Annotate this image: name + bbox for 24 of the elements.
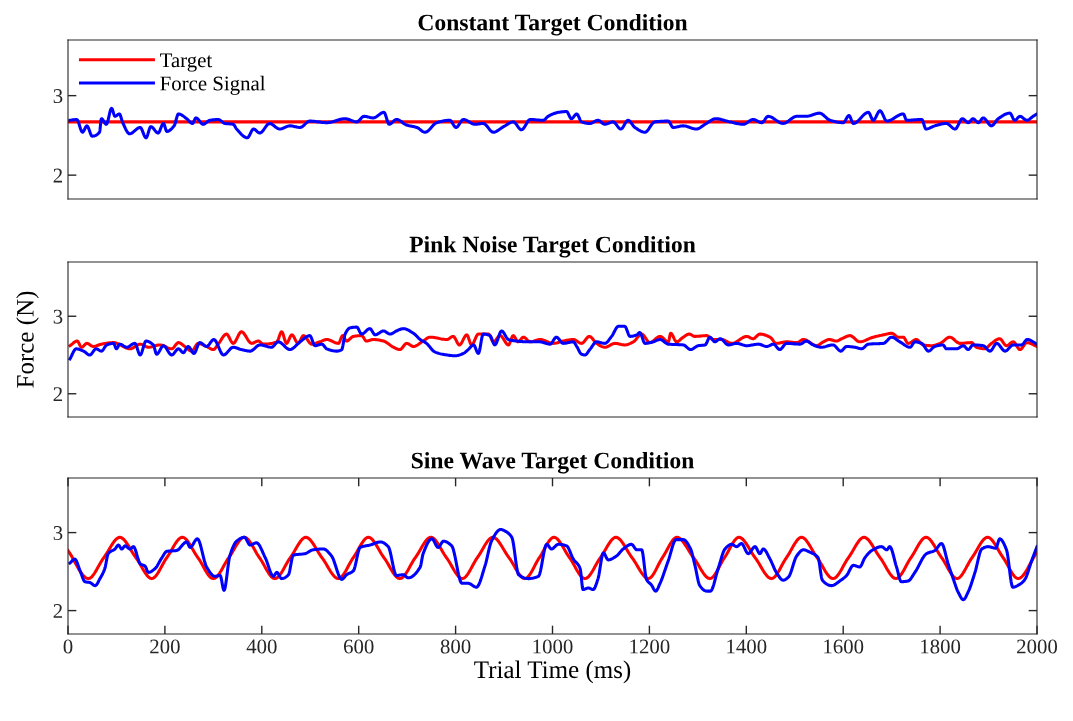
x-axis-title: Trial Time (ms): [474, 660, 631, 684]
x-tick-label: 200: [150, 639, 180, 654]
y-tick-label: 3: [53, 89, 63, 104]
x-tick-label: 0: [63, 639, 73, 654]
y-tick-label: 3: [53, 309, 63, 324]
legend-label: Force Signal: [160, 75, 266, 95]
x-tick-label: 400: [246, 639, 277, 654]
x-tick-label: 2000: [1017, 639, 1058, 654]
y-tick-label: 3: [53, 526, 63, 541]
y-tick-label: 2: [53, 168, 62, 183]
x-tick-label: 1400: [727, 639, 767, 654]
y-tick-label: 2: [53, 604, 62, 618]
x-tick-label: 800: [440, 639, 471, 654]
x-tick-label: 1000: [533, 639, 573, 654]
x-tick-label: 1200: [630, 639, 670, 654]
chart-title: Constant Target Condition: [418, 13, 688, 36]
legend-label: Target: [160, 53, 213, 72]
x-tick-label: 600: [343, 639, 374, 654]
chart-title: Pink Noise Target Condition: [409, 235, 696, 258]
y-tick-label: 2: [53, 387, 62, 401]
x-tick-label: 1600: [824, 639, 864, 654]
y-axis-title: Force (N): [16, 291, 39, 388]
x-tick-label: 1800: [921, 639, 961, 654]
chart-title: Sine Wave Target Condition: [411, 451, 694, 474]
